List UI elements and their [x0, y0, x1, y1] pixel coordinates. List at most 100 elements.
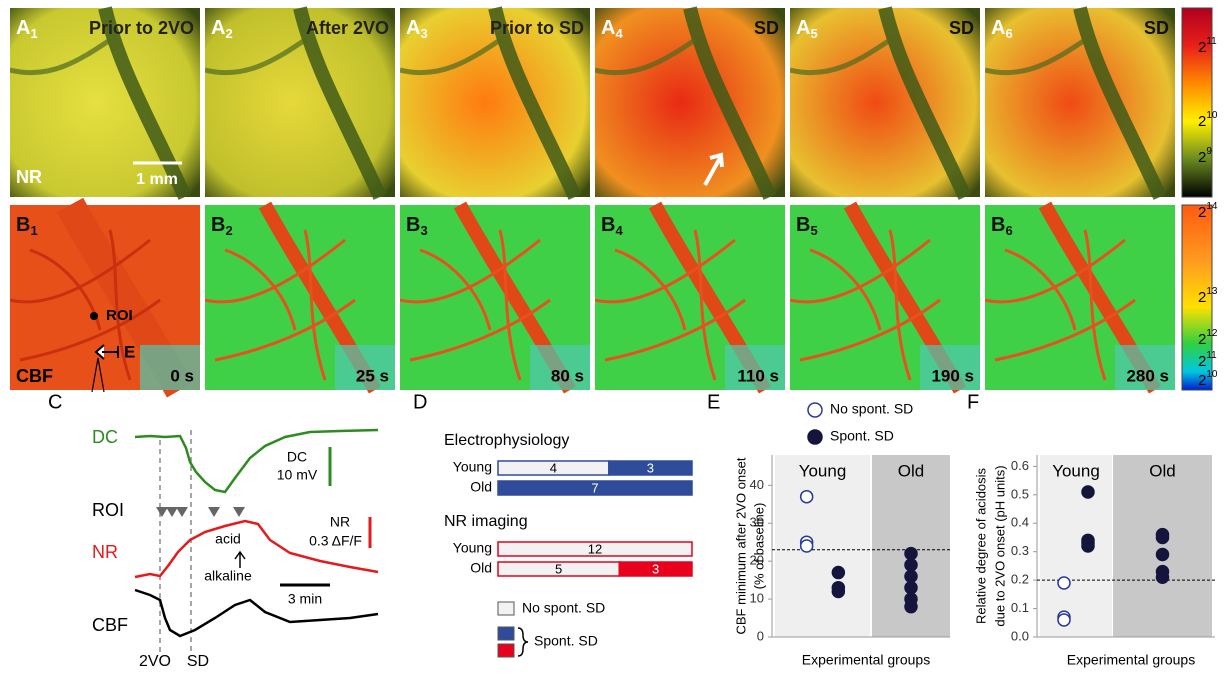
base: 2: [1198, 149, 1206, 166]
data-point: [1082, 540, 1094, 552]
base: 2: [1198, 331, 1206, 348]
subscript: 3: [420, 26, 427, 41]
legend-label: Spont. SD: [534, 633, 598, 649]
y-tick-label: 40: [750, 477, 764, 492]
exponent: 13: [1206, 286, 1218, 297]
subscript: 3: [420, 223, 427, 238]
legend-label: Spont. SD: [830, 428, 894, 444]
time-label: 0 s: [170, 366, 194, 385]
base: 2: [1198, 353, 1206, 370]
scale-label: 1 mm: [136, 171, 178, 188]
y-tick-label: 10: [750, 591, 764, 606]
exponent: 9: [1206, 146, 1212, 157]
data-point: [1058, 577, 1070, 589]
image-title: SD: [949, 18, 974, 38]
legend-swatch: [498, 627, 514, 640]
group-title: NR imaging: [444, 513, 528, 530]
exponent: 14: [1206, 201, 1218, 212]
row-label: Old: [470, 560, 492, 576]
data-point: [832, 567, 844, 579]
exponent: 11: [1206, 350, 1217, 361]
base: 2: [1198, 113, 1206, 130]
time-label: 110 s: [737, 366, 779, 385]
tag: B: [16, 214, 30, 236]
data-point: [1082, 486, 1094, 498]
group-title: Electrophysiology: [444, 432, 569, 449]
exponent: 11: [1206, 36, 1217, 47]
legend-swatch: [498, 602, 514, 615]
data-point: [832, 586, 844, 598]
count-label: 12: [588, 541, 602, 556]
brace: [518, 628, 528, 656]
subscript: 6: [1005, 26, 1012, 41]
y-tick-label: 0: [757, 628, 764, 643]
cbf-trace: [135, 590, 378, 636]
base: 2: [1198, 204, 1206, 221]
data-point: [1157, 531, 1169, 543]
tag: A: [991, 17, 1005, 39]
legend-swatch: [498, 644, 514, 657]
tag: B: [991, 214, 1005, 236]
scale-label: NR: [330, 514, 350, 530]
cbf-label: CBF: [16, 366, 53, 386]
scale-label: 3 min: [288, 591, 322, 607]
figure: A1Prior to 2VOB10 sA2After 2VOB225 sA3Pr…: [0, 0, 1230, 673]
row-label: Young: [453, 459, 492, 475]
image-title: SD: [1144, 18, 1169, 38]
roi-markers: [156, 507, 245, 517]
event-label: SD: [187, 653, 209, 670]
trace-label: ROI: [92, 500, 124, 520]
group-region: [775, 455, 870, 637]
row-label: Old: [470, 479, 492, 495]
y-axis-label: due to 2VO onset (pH units): [992, 465, 1007, 626]
annotation: alkaline: [204, 568, 252, 584]
time-label: 190 s: [931, 366, 974, 385]
data-point: [801, 540, 813, 552]
subscript: 4: [615, 26, 623, 41]
time-label: 80 s: [551, 366, 584, 385]
y-tick-label: 0.6: [1011, 458, 1029, 473]
image-title: After 2VO: [306, 18, 389, 38]
nr-label: NR: [16, 167, 42, 187]
panel-label: D: [413, 391, 427, 413]
y-tick-label: 0.0: [1011, 628, 1029, 643]
tag: B: [406, 214, 420, 236]
count-label: 5: [555, 561, 562, 576]
roi-dot: [90, 312, 98, 320]
tag: A: [211, 17, 225, 39]
group-label: Old: [898, 461, 924, 480]
count-label: 4: [550, 460, 557, 475]
annotation: acid: [215, 531, 241, 547]
count-label: 3: [647, 460, 654, 475]
data-point: [905, 570, 917, 582]
tag: A: [601, 17, 615, 39]
tag: A: [796, 17, 810, 39]
legend-label: No spont. SD: [830, 401, 913, 417]
scale-label: 10 mV: [277, 467, 318, 483]
e-label: E: [124, 342, 135, 361]
y-tick-label: 0.2: [1011, 572, 1029, 587]
subscript: 5: [810, 223, 817, 238]
colorbar: [1182, 205, 1212, 390]
panel-label: F: [967, 391, 979, 413]
data-point: [801, 491, 813, 503]
scale-label: 0.3 ΔF/F: [309, 533, 362, 549]
trace-label: CBF: [92, 615, 128, 635]
row-label: Young: [453, 540, 492, 556]
trace-label: NR: [92, 542, 118, 562]
data-point: [905, 559, 917, 571]
group-region: [1040, 455, 1112, 637]
roi-label: ROI: [106, 307, 133, 324]
base: 2: [1198, 289, 1206, 306]
data-point: [1058, 614, 1070, 626]
group-label: Young: [1052, 461, 1100, 480]
tag: B: [601, 214, 615, 236]
panel-label: C: [48, 391, 62, 413]
y-axis-label: Relative degree of acidosis: [973, 467, 988, 624]
group-region: [1113, 455, 1212, 637]
tag: A: [406, 17, 420, 39]
tag: B: [796, 214, 810, 236]
base: 2: [1198, 39, 1206, 56]
legend-marker: [808, 403, 822, 417]
scale-label: DC: [287, 449, 307, 465]
